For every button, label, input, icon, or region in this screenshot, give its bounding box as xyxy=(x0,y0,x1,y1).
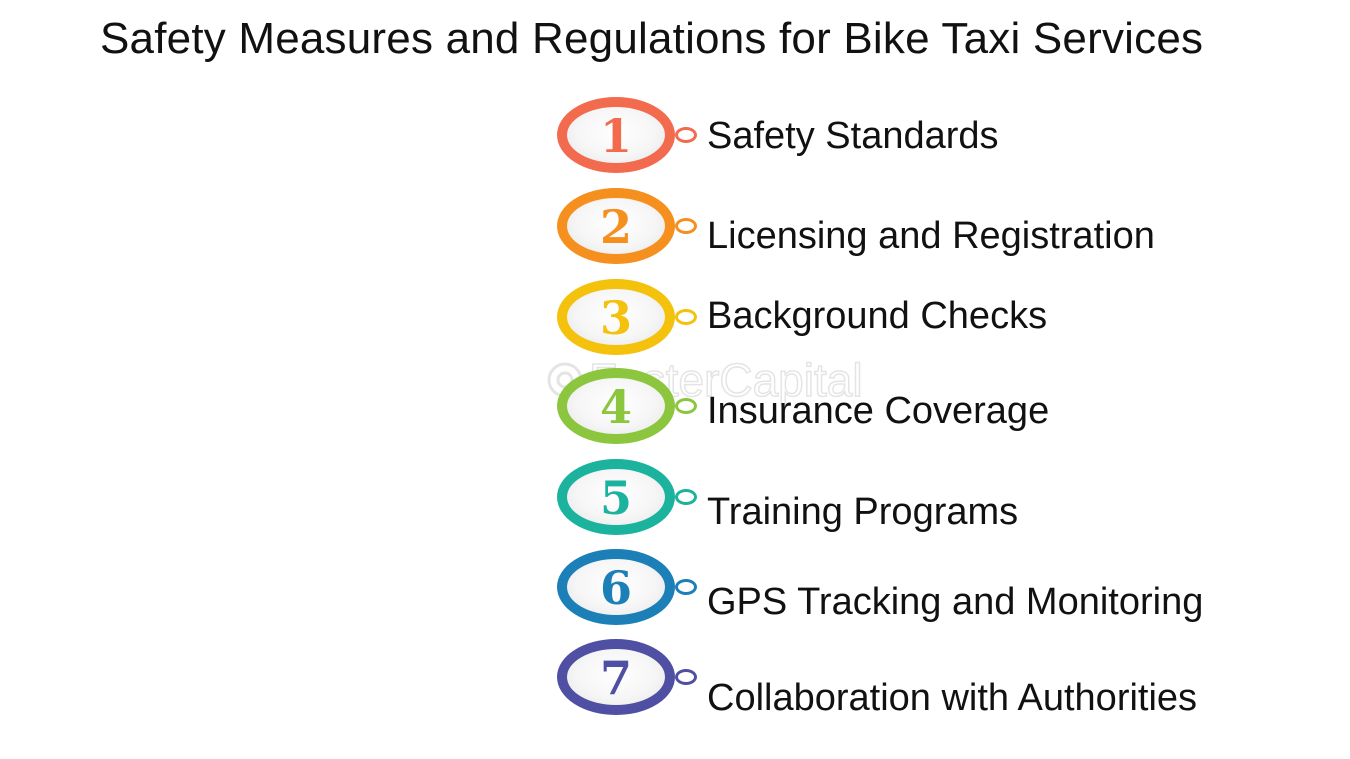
step-badge: 5 xyxy=(557,459,675,535)
step-badge: 3 xyxy=(557,279,675,355)
connector-dot xyxy=(675,579,697,595)
step-number: 3 xyxy=(599,291,632,345)
connector-dot xyxy=(675,218,697,234)
step-badge: 1 xyxy=(557,97,675,173)
step-number: 6 xyxy=(599,561,632,615)
step-number: 2 xyxy=(599,200,632,254)
step-item-6: 6 GPS Tracking and Monitoring xyxy=(555,547,1255,627)
connector-dot xyxy=(675,309,697,325)
step-item-7: 7 Collaboration with Authorities xyxy=(555,637,1255,719)
connector-dot xyxy=(675,669,697,685)
step-label: Licensing and Registration xyxy=(707,215,1155,257)
step-item-5: 5 Training Programs xyxy=(555,457,1255,537)
connector-dot xyxy=(675,127,697,143)
step-label: Training Programs xyxy=(707,491,1019,533)
connector-dot xyxy=(675,398,697,414)
connector-dot xyxy=(675,489,697,505)
step-badge: 7 xyxy=(557,639,675,715)
step-badge: 6 xyxy=(557,549,675,625)
step-item-4: 4 Insurance Coverage xyxy=(555,366,1255,446)
step-badge: 4 xyxy=(557,368,675,444)
step-item-2: 2 Licensing and Registration xyxy=(555,186,1255,266)
step-label: Collaboration with Authorities xyxy=(707,677,1198,719)
step-item-3: 3 Background Checks xyxy=(555,277,1255,357)
step-label: GPS Tracking and Monitoring xyxy=(707,581,1204,623)
step-label: Safety Standards xyxy=(707,115,999,157)
step-item-1: 1 Safety Standards xyxy=(555,95,1255,175)
page-title: Safety Measures and Regulations for Bike… xyxy=(100,14,1204,63)
step-number: 4 xyxy=(599,380,632,434)
step-number: 1 xyxy=(599,109,632,163)
step-label: Background Checks xyxy=(707,295,1048,337)
step-number: 7 xyxy=(599,651,632,705)
step-label: Insurance Coverage xyxy=(707,390,1050,432)
step-number: 5 xyxy=(599,471,632,525)
step-badge: 2 xyxy=(557,188,675,264)
